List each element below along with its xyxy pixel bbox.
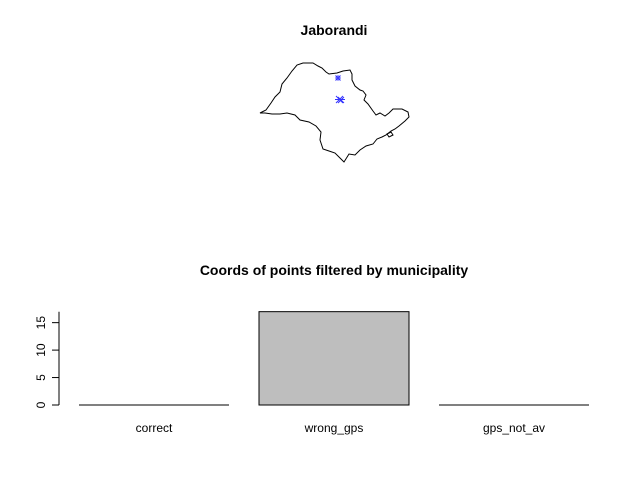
island-outline: [386, 131, 394, 138]
x-category-label: wrong_gps: [304, 421, 364, 435]
y-tick-label: 10: [34, 343, 48, 357]
y-axis: 0 5 10 15: [34, 311, 60, 408]
x-category-label: correct: [136, 421, 173, 435]
x-category-label: gps_not_av: [483, 421, 545, 435]
x-axis-labels: correct wrong_gps gps_not_av: [136, 421, 545, 435]
y-tick-label: 15: [34, 316, 48, 330]
bars: [79, 311, 589, 406]
chart-title: Coords of points filtered by municipalit…: [200, 262, 469, 278]
point-marker-center: [335, 95, 345, 104]
bar-chart-panel: Coords of points filtered by municipalit…: [34, 262, 589, 435]
y-tick-label: 5: [34, 374, 48, 381]
y-tick-label: 0: [34, 401, 48, 408]
y-axis-ticks: 0 5 10 15: [34, 316, 59, 408]
point-marker-north: [335, 75, 341, 81]
state-outline: [259, 62, 410, 163]
bar-wrong-gps: [258, 311, 410, 406]
map-title: Jaborandi: [301, 22, 368, 38]
map-panel: Jaborandi: [259, 22, 410, 163]
